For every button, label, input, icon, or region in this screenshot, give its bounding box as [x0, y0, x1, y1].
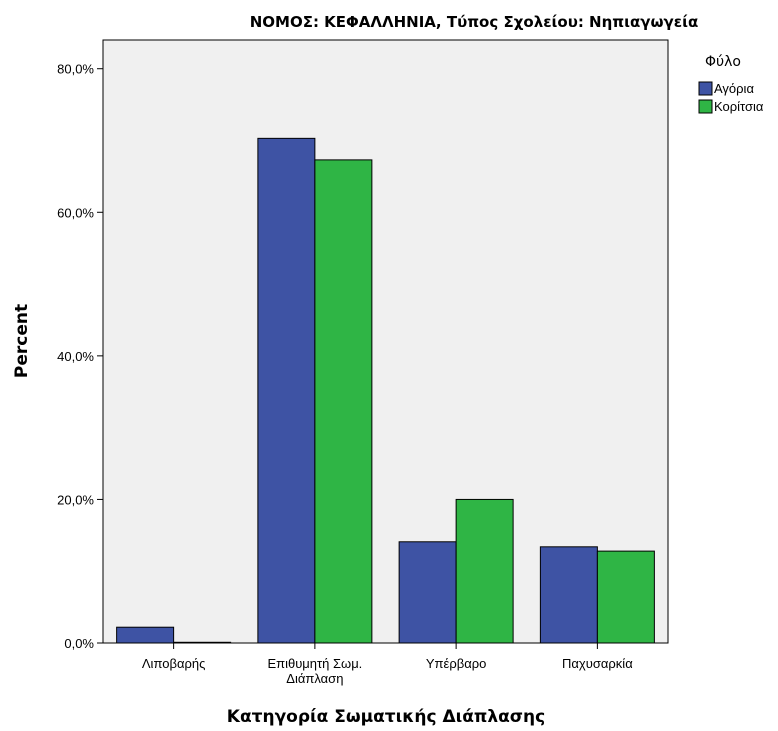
bar-girls	[173, 641, 232, 644]
legend-label: Αγόρια	[714, 81, 754, 96]
x-tick-label-line: Υπέρβαρο	[426, 656, 486, 671]
x-ticks-group: Λιποβαρής Επιθυμητή Σωμ. Διάπλαση Υπέρβαρο Π…	[142, 643, 633, 686]
bar-girls	[314, 159, 373, 644]
x-tick-label-line: Διάπλαση	[286, 671, 343, 686]
x-tick-label: Λιποβαρής	[142, 656, 205, 671]
bar-girls	[455, 498, 514, 644]
x-tick-label: Επιθυμητή Σωμ. Διάπλαση	[267, 656, 362, 686]
legend-swatch	[698, 99, 713, 114]
y-tick-label: 0,0%	[64, 636, 94, 651]
bar-boys	[539, 546, 598, 644]
legend: Αγόρια Κορίτσια	[698, 81, 764, 114]
x-axis-title: Κατηγορία Σωματικής Διάπλασης	[227, 707, 545, 727]
chart-title: ΝΟΜΟΣ: ΚΕΦΑΛΛΗΝΙΑ, Τύπος Σχολείου: Νηπια…	[250, 13, 699, 31]
plot-area	[102, 39, 669, 644]
y-tick-label: 40,0%	[57, 349, 94, 364]
y-tick-label: 20,0%	[57, 492, 94, 507]
y-tick-label: 60,0%	[57, 205, 94, 220]
legend-label: Κορίτσια	[714, 99, 764, 114]
x-tick-label: Παχυσαρκία	[562, 656, 633, 671]
legend-swatch	[698, 81, 713, 96]
y-tick-label: 80,0%	[57, 62, 94, 77]
x-tick-label-line: Επιθυμητή Σωμ.	[267, 656, 362, 671]
x-tick-label-line: Παχυσαρκία	[562, 656, 633, 671]
bars-group	[116, 137, 655, 644]
x-tick-label: Υπέρβαρο	[426, 656, 486, 671]
bar-girls	[596, 550, 655, 644]
bar-boys	[116, 626, 175, 644]
legend-title: Φύλο	[705, 54, 741, 70]
y-axis-title: Percent	[12, 304, 32, 378]
bar-boys	[398, 541, 457, 644]
bar-boys	[257, 137, 316, 644]
x-tick-label-line: Λιποβαρής	[142, 656, 205, 671]
y-ticks-group: 0,0% 20,0% 40,0% 60,0% 80,0%	[57, 62, 103, 651]
